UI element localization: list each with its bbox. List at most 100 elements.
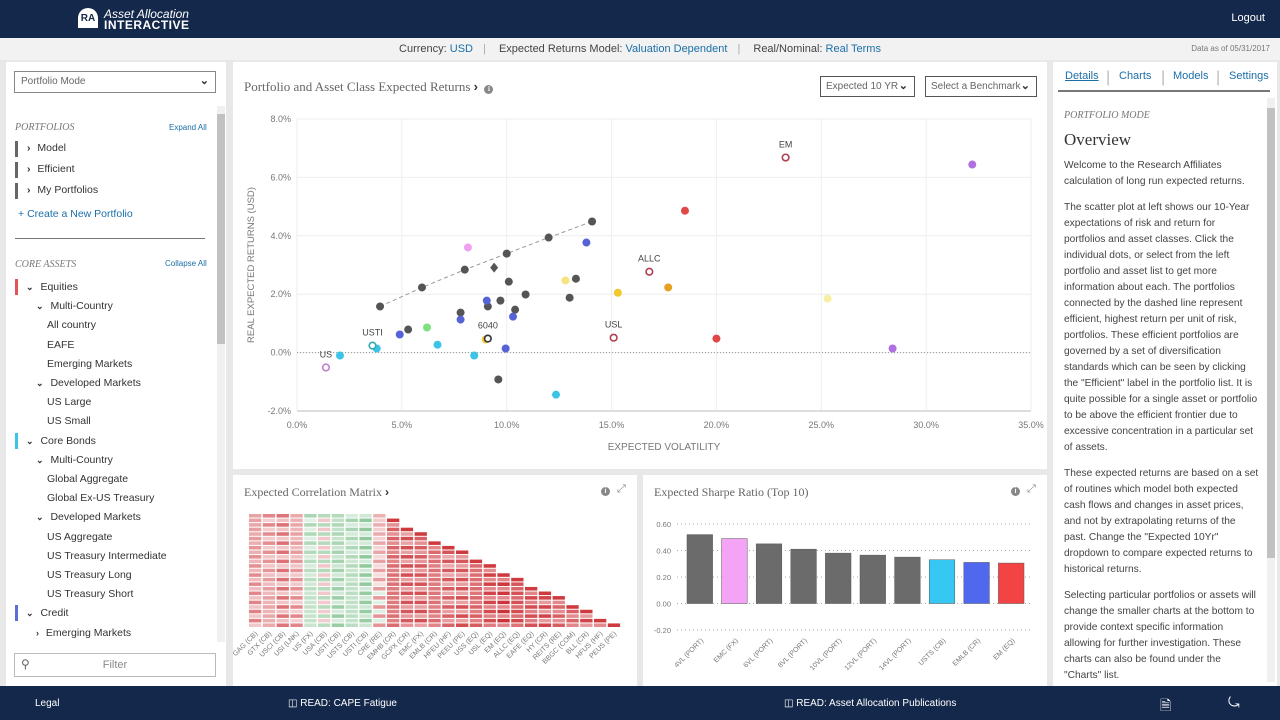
heatmap-cell: [262, 568, 276, 573]
heatmap-cell: [290, 605, 303, 609]
tree-item-label: Credit: [40, 607, 69, 620]
heatmap-cell: [331, 536, 345, 541]
read-publications-link[interactable]: ◫ READ: Asset Allocation Publications: [784, 698, 956, 709]
heatmap-cell: [469, 618, 483, 623]
heatmap-cell: [469, 609, 483, 614]
heatmap-cell: [359, 568, 372, 573]
heatmap-cell: [249, 623, 262, 627]
heatmap-cell: [400, 591, 414, 596]
info-icon[interactable]: i: [601, 487, 610, 496]
portfolio-item[interactable]: › Model: [15, 141, 66, 157]
heatmap-cell: [262, 545, 276, 550]
expand-icon[interactable]: ⤢: [1027, 483, 1036, 495]
tree-item[interactable]: ⌄ Developed Markets: [36, 511, 141, 523]
share-icon[interactable]: ⤿: [1228, 694, 1240, 710]
tree-item-label: All country: [47, 319, 97, 332]
horizon-select[interactable]: Expected 10 YR ⌄: [820, 76, 915, 97]
heatmap-cell: [511, 618, 524, 623]
heatmap-cell: [290, 550, 303, 555]
logout-link[interactable]: Logout: [1231, 12, 1265, 24]
heatmap-cell: [249, 577, 262, 582]
heatmap-cell: [525, 600, 538, 605]
heatmap-cell: [414, 618, 427, 623]
tab-models[interactable]: Models: [1173, 70, 1209, 82]
sharpe-bar: [790, 548, 817, 604]
read-cape-link[interactable]: ◫ READ: CAPE Fatigue: [288, 698, 397, 709]
heatmap-cell: [456, 618, 469, 623]
tree-item[interactable]: US Large: [47, 396, 91, 408]
tree-item[interactable]: ⌄ Credit: [15, 605, 69, 622]
portfolio-item[interactable]: › Efficient: [15, 162, 75, 178]
heatmap-cell: [304, 559, 317, 564]
correlation-title[interactable]: Expected Correlation Matrix ›: [244, 485, 389, 500]
heatmap-cell: [552, 623, 565, 627]
mode-select[interactable]: Portfolio Mode ⌄: [14, 71, 216, 93]
heatmap-cell: [373, 623, 386, 627]
portfolio-item[interactable]: › My Portfolios: [15, 183, 98, 199]
benchmark-select[interactable]: Select a Benchmark ⌄: [925, 76, 1037, 97]
heatmap-cell: [304, 536, 317, 541]
tree-item[interactable]: ⌄ Core Bonds: [15, 432, 96, 449]
heatmap-cell: [249, 609, 262, 614]
heatmap-cell: [249, 614, 262, 618]
logo-icon[interactable]: RA: [78, 8, 98, 28]
heatmap-cell: [414, 582, 427, 586]
tree-item[interactable]: › Emerging Markets: [36, 627, 131, 639]
tree-item[interactable]: Emerging Markets: [47, 358, 132, 370]
info-icon[interactable]: i: [484, 85, 494, 94]
tree-item[interactable]: US Treasury Intermediate: [47, 550, 167, 562]
heatmap-cell: [331, 600, 345, 605]
tree-item[interactable]: ⌄ Equities: [15, 279, 78, 295]
heatmap-cell: [290, 600, 303, 605]
tree-item[interactable]: ⌄ Developed Markets: [36, 377, 141, 389]
model-link[interactable]: Valuation Dependent: [625, 43, 728, 55]
tree-item[interactable]: Global Ex-US Treasury: [47, 492, 154, 504]
details-scroll-thumb[interactable]: [1267, 108, 1275, 558]
tree-item[interactable]: Global Aggregate: [47, 473, 128, 485]
export-pdf-icon[interactable]: 🗎: [1160, 697, 1172, 713]
tree-item[interactable]: ⌄ Multi-Country: [36, 300, 113, 312]
tree-item[interactable]: All country: [47, 319, 96, 331]
chevron-right-icon: ›: [27, 163, 31, 175]
tab-settings[interactable]: Settings: [1229, 70, 1269, 82]
heatmap-cell: [290, 518, 303, 523]
scatter-title[interactable]: Portfolio and Asset Class Expected Retur…: [244, 79, 494, 95]
sidebar-scrollbar[interactable]: [217, 106, 225, 642]
heatmap-cell: [428, 577, 441, 582]
realnom-link[interactable]: Real Terms: [825, 43, 881, 55]
heatmap-cell: [566, 614, 579, 618]
tree-item[interactable]: EAFE: [47, 339, 74, 351]
sharpe-bar: [859, 554, 886, 604]
heatmap-cell: [331, 577, 345, 582]
currency-link[interactable]: USD: [449, 43, 474, 55]
tree-item[interactable]: US Treasury Short: [47, 588, 133, 600]
heatmap-cell: [304, 564, 317, 568]
collapse-all-link[interactable]: Collapse All: [165, 259, 207, 268]
tree-item[interactable]: ⌄ Multi-Country: [36, 454, 113, 466]
expand-all-link[interactable]: Expand All: [169, 123, 207, 132]
info-icon[interactable]: i: [1011, 487, 1020, 496]
create-portfolio-link[interactable]: + Create a New Portfolio: [18, 208, 133, 220]
legal-link[interactable]: Legal: [35, 698, 60, 709]
heatmap-cell: [331, 609, 345, 614]
heatmap-cell: [414, 536, 427, 541]
heatmap-cell: [428, 555, 441, 559]
point-label: USL: [605, 320, 623, 330]
filter-input[interactable]: ⚲ Filter: [14, 653, 216, 677]
heatmap-cell: [400, 568, 414, 573]
expand-icon[interactable]: ⤢: [617, 483, 626, 495]
heatmap-cell: [414, 623, 427, 627]
heatmap-cell: [345, 623, 358, 627]
scatter-point: [551, 390, 560, 399]
heatmap-cell: [456, 582, 469, 586]
tab-charts[interactable]: Charts: [1119, 70, 1152, 82]
tree-item[interactable]: US Small: [47, 415, 91, 427]
tree-item[interactable]: US Treasury Long: [47, 569, 132, 581]
tab-details[interactable]: Details: [1065, 70, 1099, 82]
tree-item-label: Emerging Markets: [47, 357, 133, 370]
heatmap-cell: [387, 532, 400, 536]
heatmap-cell: [497, 577, 510, 582]
scatter-point: [501, 344, 510, 353]
tree-item[interactable]: US Aggregate: [47, 531, 112, 543]
sidebar-scroll-thumb[interactable]: [217, 114, 225, 344]
